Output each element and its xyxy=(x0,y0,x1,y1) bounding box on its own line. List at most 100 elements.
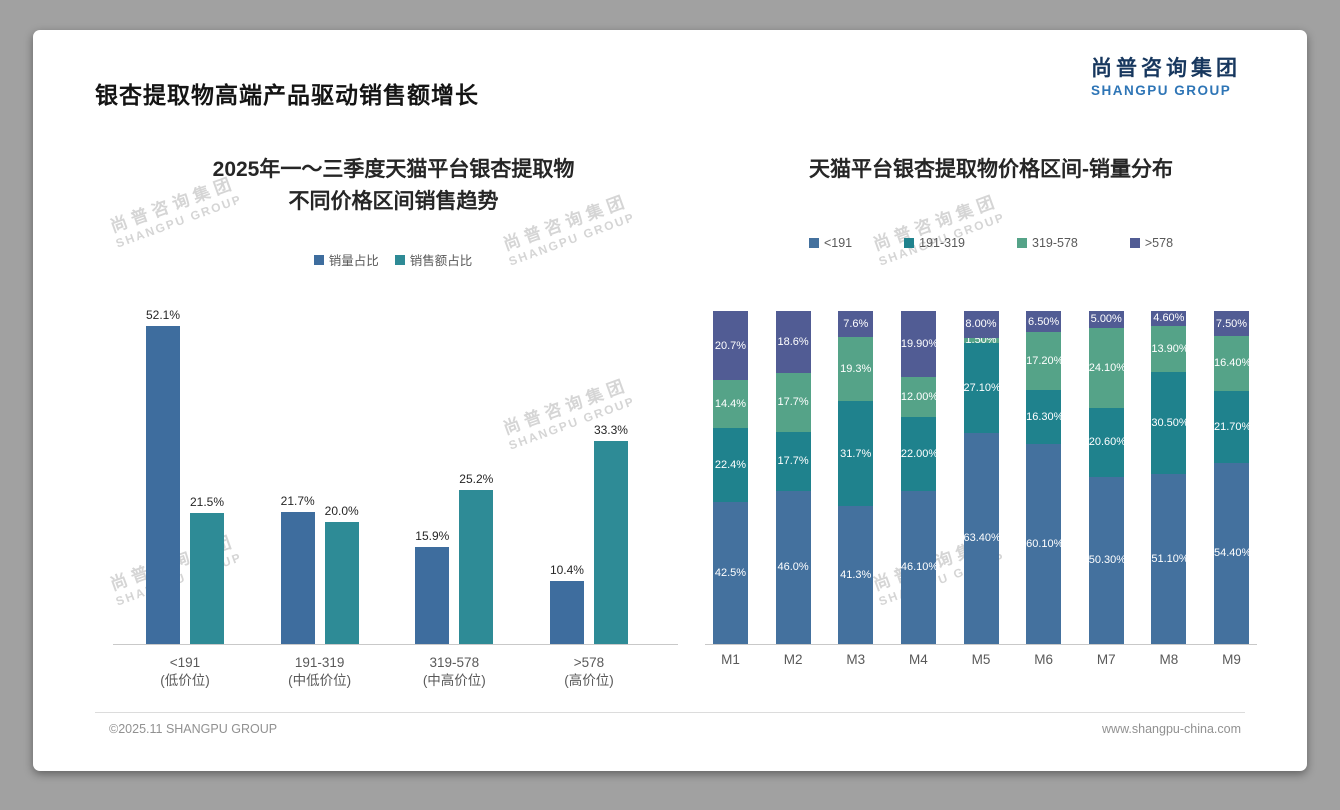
segment-value-label: 14.4% xyxy=(714,397,747,410)
stacked-segment: 60.10% xyxy=(1026,443,1062,644)
company-logo: 尚普咨询集团 SHANGPU GROUP xyxy=(1091,56,1241,98)
stack: 46.0% 17.7% 17.7% 18.6% xyxy=(775,311,811,644)
legend-item: 191-319 xyxy=(904,236,965,250)
stacked-segment: 5.00% xyxy=(1088,311,1124,328)
legend-label: 319-578 xyxy=(1032,236,1078,250)
stacked-segment: 4.60% xyxy=(1151,310,1187,326)
bar-value-label: 21.5% xyxy=(189,494,225,509)
stacked-segment: 8.00% xyxy=(963,311,999,338)
stacked-segment: 17.7% xyxy=(775,372,811,432)
stacked-column: 46.10% 22.00% 12.00% 19.90% M4 xyxy=(900,311,936,667)
bar: 20.0% xyxy=(325,504,359,644)
category-name: M9 xyxy=(1222,652,1241,667)
bar-value-label: 33.3% xyxy=(593,422,628,437)
stacked-column: 41.3% 31.7% 19.3% 7.6% M3 xyxy=(838,311,874,667)
stacked-segment: 63.40% xyxy=(963,432,999,644)
legend-item: 销售额占比 xyxy=(394,250,473,269)
right-chart-legend: <191 191-319 319-578 >578 xyxy=(693,236,1289,250)
segment-value-label: 17.7% xyxy=(777,455,809,468)
segment-value-label: 12.00% xyxy=(900,391,936,404)
stacked-segment: 31.7% xyxy=(838,400,874,507)
right-chart-title: 天猫平台银杏提取物价格区间-销量分布 xyxy=(809,158,1173,181)
legend-swatch xyxy=(808,238,819,248)
stack: 54.40% 21.70% 16.40% 7.50% xyxy=(1214,311,1249,644)
segment-value-label: 4.60% xyxy=(1153,312,1185,325)
stacked-segment: 6.50% xyxy=(1026,310,1062,333)
stack: 60.10% 16.30% 17.20% 6.50% xyxy=(1026,310,1062,644)
category-name: <191 xyxy=(169,655,201,670)
bar-value-label: 21.7% xyxy=(280,493,315,508)
segment-value-label: 41.3% xyxy=(840,569,872,582)
bar: 21.7% xyxy=(281,494,315,644)
bar-value-label: 25.2% xyxy=(459,472,494,487)
legend-swatch xyxy=(1017,238,1027,248)
segment-value-label: 60.10% xyxy=(1026,537,1062,550)
stacked-segment: 24.10% xyxy=(1088,327,1124,408)
segment-value-label: 46.0% xyxy=(777,561,809,574)
category-label: 191-319 (中低价位) xyxy=(288,654,351,690)
footer-copyright: ©2025.11 SHANGPU GROUP xyxy=(109,722,278,736)
stacked-segment: 18.6% xyxy=(775,311,811,373)
segment-value-label: 17.7% xyxy=(777,396,809,409)
stacked-segment: 14.4% xyxy=(713,379,748,428)
category-name: M2 xyxy=(783,652,803,667)
legend-label: 销量占比 xyxy=(328,254,379,268)
legend-item: 319-578 xyxy=(1017,236,1078,250)
bar: 15.9% xyxy=(415,529,449,644)
stacked-segment: 46.10% xyxy=(900,490,936,644)
logo-en-text: SHANGPU GROUP xyxy=(1091,83,1232,99)
stacked-segment: 7.50% xyxy=(1214,311,1249,336)
stacked-segment: 13.90% xyxy=(1151,326,1187,373)
stacked-segment: 19.90% xyxy=(900,311,936,378)
stack: 51.10% 30.50% 13.90% 4.60% xyxy=(1151,310,1187,644)
category-sublabel: (中低价位) xyxy=(288,673,352,689)
legend-label: 销售额占比 xyxy=(409,254,473,268)
page-title: 银杏提取物高端产品驱动销售额增长 xyxy=(95,82,479,108)
segment-value-label: 30.50% xyxy=(1151,417,1187,430)
segment-value-label: 46.10% xyxy=(900,561,936,574)
bar-value-label: 20.0% xyxy=(324,504,359,518)
legend-label: 191-319 xyxy=(919,236,965,250)
segment-value-label: 50.30% xyxy=(1088,554,1124,567)
stack: 42.5% 22.4% 14.4% 20.7% xyxy=(713,311,748,644)
stacked-segment: 7.6% xyxy=(838,311,874,337)
segment-value-label: 22.00% xyxy=(900,447,936,460)
segment-value-label: 20.7% xyxy=(714,339,747,352)
left-chart-title-line1: 2025年一～三季度天猫平台银杏提取物 xyxy=(212,158,575,181)
bar-pair: 21.7% 20.0% xyxy=(281,315,359,644)
stacked-segment: 16.30% xyxy=(1026,389,1062,444)
footer-website: www.shangpu-china.com xyxy=(1102,722,1241,736)
segment-value-label: 63.40% xyxy=(963,532,999,545)
stacked-segment: 27.10% xyxy=(963,342,999,433)
category-label: 319-578 (中高价位) xyxy=(423,654,486,690)
stacked-column: 63.40% 27.10% 1.50% 8.00% M5 xyxy=(963,311,999,667)
legend-swatch xyxy=(394,254,405,265)
segment-value-label: 19.3% xyxy=(840,362,872,375)
stacked-segment: 20.7% xyxy=(713,311,748,380)
category-name: M6 xyxy=(1034,652,1054,667)
segment-value-label: 17.20% xyxy=(1026,354,1062,367)
segment-value-label: 20.60% xyxy=(1088,436,1124,449)
category-name: M8 xyxy=(1159,652,1179,667)
segment-value-label: 6.50% xyxy=(1028,315,1060,328)
stack: 63.40% 27.10% 1.50% 8.00% xyxy=(963,311,999,644)
category-name: >578 xyxy=(573,655,605,670)
left-chart-legend: 销量占比 销售额占比 xyxy=(133,250,653,269)
segment-value-label: 42.5% xyxy=(714,567,747,580)
segment-value-label: 18.6% xyxy=(777,335,809,348)
stacked-segment: 54.40% xyxy=(1214,462,1249,644)
bar-pair: 15.9% 25.2% xyxy=(415,315,493,644)
left-chart-plot: 52.1% 21.5% <191 (低价位) 21.7% 20.0% 191-319 (中低价… xyxy=(113,308,678,688)
bar-value-label: 52.1% xyxy=(145,308,181,323)
legend-item: 销量占比 xyxy=(313,250,379,269)
slide: 尚普咨询集团 SHANGPU GROUP 尚普咨询集团 SHANGPU GROU… xyxy=(33,30,1307,771)
category-name: 191-319 xyxy=(294,655,345,670)
left-chart-title-line2: 不同价格区间销售趋势 xyxy=(288,189,499,213)
bar: 21.5% xyxy=(190,495,224,644)
stacked-segment: 19.3% xyxy=(838,336,874,401)
stack: 50.30% 20.60% 24.10% 5.00% xyxy=(1088,311,1124,644)
bar: 10.4% xyxy=(550,563,584,644)
segment-value-label: 24.10% xyxy=(1088,361,1124,374)
segment-value-label: 8.00% xyxy=(965,318,997,331)
segment-value-label: 16.30% xyxy=(1026,410,1062,423)
